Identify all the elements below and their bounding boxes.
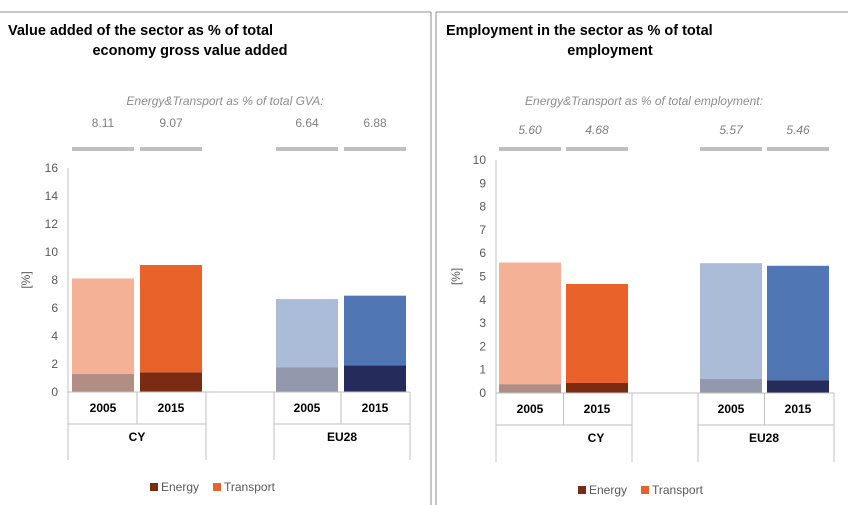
y-axis-label: [%] [19,271,33,288]
bar-energy-1 [499,384,561,393]
total-label: 5.57 [719,123,744,137]
legend-label-energy: Energy [161,480,199,494]
bar-energy-4 [767,380,829,393]
y-tick-label: 6 [479,246,486,260]
chart-title-line-1: Employment in the sector as % of total [446,23,713,39]
chart-title-line-2: employment [567,43,653,59]
x-tick-label: 2005 [718,402,745,416]
y-tick-label: 4 [479,293,486,307]
total-label: 6.64 [295,116,319,130]
y-tick-label: 8 [51,273,58,287]
total-marker [499,147,561,151]
y-axis-label: [%] [449,268,463,285]
legend-swatch-transport [213,483,221,491]
chart-title: Employment in the sector as % of total em… [446,23,713,59]
y-tick-label: 7 [479,223,486,237]
x-tick-label: 2005 [294,401,321,415]
y-tick-label: 0 [479,386,486,400]
total-marker [344,147,406,151]
total-label: 8.11 [92,116,115,130]
legend-swatch-energy [150,483,158,491]
y-tick-label: 1 [479,363,486,377]
legend-swatch-transport [641,486,649,494]
y-tick-label: 3 [479,316,486,330]
legend-label-energy: Energy [589,483,627,497]
total-marker [276,147,338,151]
legend-label-transport: Transport [224,480,276,494]
chart-title: Value added of the sector as % of total e… [8,23,288,59]
bar-energy-3 [700,379,762,393]
total-marker [700,147,762,151]
bar-transport-1 [499,262,561,385]
chart-panel-1: Value added of the sector as % of total e… [8,23,411,494]
y-tick-label: 0 [51,385,58,399]
y-tick-label: 6 [51,301,58,315]
bar-transport-2 [566,283,628,383]
y-tick-label: 10 [473,153,487,167]
x-tick-label: 2015 [785,402,812,416]
bar-energy-2 [566,382,628,393]
y-tick-label: 2 [51,357,58,371]
total-label: 9.07 [159,116,183,130]
y-tick-label: 10 [45,245,59,259]
group-label: EU28 [749,431,779,445]
bar-energy-1 [72,373,134,392]
chart-subtitle: Energy&Transport as % of total GVA: [126,94,323,108]
bar-transport-1 [72,278,134,374]
total-marker [767,147,829,151]
group-label: CY [129,430,146,444]
y-tick-label: 9 [479,176,486,190]
y-tick-label: 8 [479,200,486,214]
bar-energy-4 [344,365,406,392]
bar-transport-3 [700,263,762,380]
group-label: CY [588,431,605,445]
total-label: 5.46 [786,123,810,137]
x-tick-label: 2005 [90,401,117,415]
x-tick-label: 2005 [517,402,544,416]
y-tick-label: 2 [479,339,486,353]
bar-transport-3 [276,299,338,368]
x-tick-label: 2015 [158,401,185,415]
bar-energy-2 [140,372,202,392]
x-tick-label: 2015 [362,401,389,415]
total-marker [566,147,628,151]
chart-subtitle: Energy&Transport as % of total employmen… [525,94,763,108]
bar-transport-2 [140,265,202,373]
y-tick-label: 5 [479,270,486,284]
y-tick-label: 12 [45,217,59,231]
x-tick-label: 2015 [584,402,611,416]
total-label: 5.60 [518,123,542,137]
legend-label-transport: Transport [652,483,704,497]
group-label: EU28 [327,430,357,444]
chart-panel-2: Employment in the sector as % of total em… [446,23,835,497]
y-tick-label: 4 [51,329,58,343]
bar-transport-4 [767,265,829,381]
bar-energy-3 [276,367,338,392]
chart-title-line-2: economy gross value added [92,43,287,59]
y-tick-label: 14 [45,189,59,203]
chart-title-line-1: Value added of the sector as % of total [8,23,273,39]
y-tick-label: 16 [45,161,59,175]
bar-transport-4 [344,295,406,366]
total-label: 6.88 [363,116,387,130]
total-marker [72,147,134,151]
legend-swatch-energy [578,486,586,494]
total-label: 4.68 [585,123,609,137]
total-marker [140,147,202,151]
